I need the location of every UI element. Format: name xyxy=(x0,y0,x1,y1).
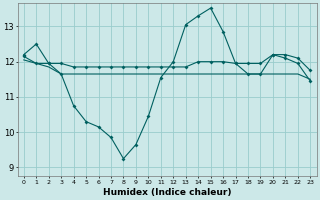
X-axis label: Humidex (Indice chaleur): Humidex (Indice chaleur) xyxy=(103,188,231,197)
